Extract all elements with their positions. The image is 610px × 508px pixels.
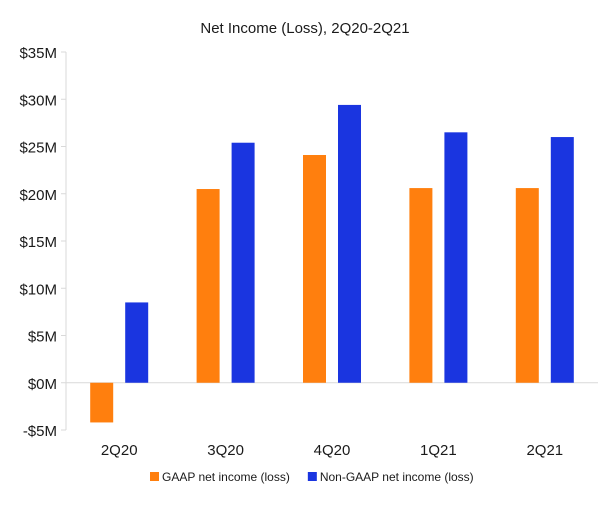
y-tick-label: -$5M	[23, 423, 57, 440]
x-tick-label: 2Q20	[101, 442, 138, 459]
bar-gaap-2q20	[90, 382, 114, 423]
legend-swatch-gaap	[150, 472, 159, 481]
bar-non-gaap-2q20	[125, 302, 149, 383]
y-tick-label: $5M	[28, 329, 57, 346]
x-tick-label: 2Q21	[526, 442, 563, 459]
legend-label-non-gaap: Non-GAAP net income (loss)	[320, 470, 474, 484]
y-tick-label: $10M	[19, 281, 57, 298]
x-tick-label: 3Q20	[207, 442, 244, 459]
bar-gaap-2q21	[515, 188, 539, 383]
y-tick-label: $25M	[19, 140, 57, 157]
x-tick-label: 4Q20	[314, 442, 351, 459]
legend-swatch-non-gaap	[307, 472, 317, 481]
x-tick-label: 1Q21	[420, 442, 457, 459]
y-tick-label: $35M	[19, 45, 57, 62]
y-tick-label: $30M	[19, 92, 57, 109]
bar-non-gaap-3q20	[231, 142, 255, 383]
bar-non-gaap-4q20	[338, 104, 361, 383]
legend: GAAP net income (loss) Non-GAAP net incom…	[150, 470, 474, 484]
bar-non-gaap-1q21	[444, 132, 468, 383]
axis-layer: -$5M $0M $5M $10M $15M $20M $25M $30M $35M 2Q20 3Q…	[19, 45, 598, 459]
bar-non-gaap-2q21	[550, 137, 574, 383]
y-tick-label: $20M	[19, 187, 57, 204]
bar-gaap-3q20	[196, 189, 220, 383]
bars-layer	[90, 104, 574, 423]
y-tick-label: $0M	[28, 376, 57, 393]
bar-gaap-4q20	[303, 155, 326, 383]
y-tick-label: $15M	[19, 234, 57, 251]
chart-title: Net Income (Loss), 2Q20-2Q21	[200, 20, 409, 37]
bar-gaap-1q21	[409, 188, 433, 383]
legend-label-gaap: GAAP net income (loss)	[162, 470, 290, 484]
